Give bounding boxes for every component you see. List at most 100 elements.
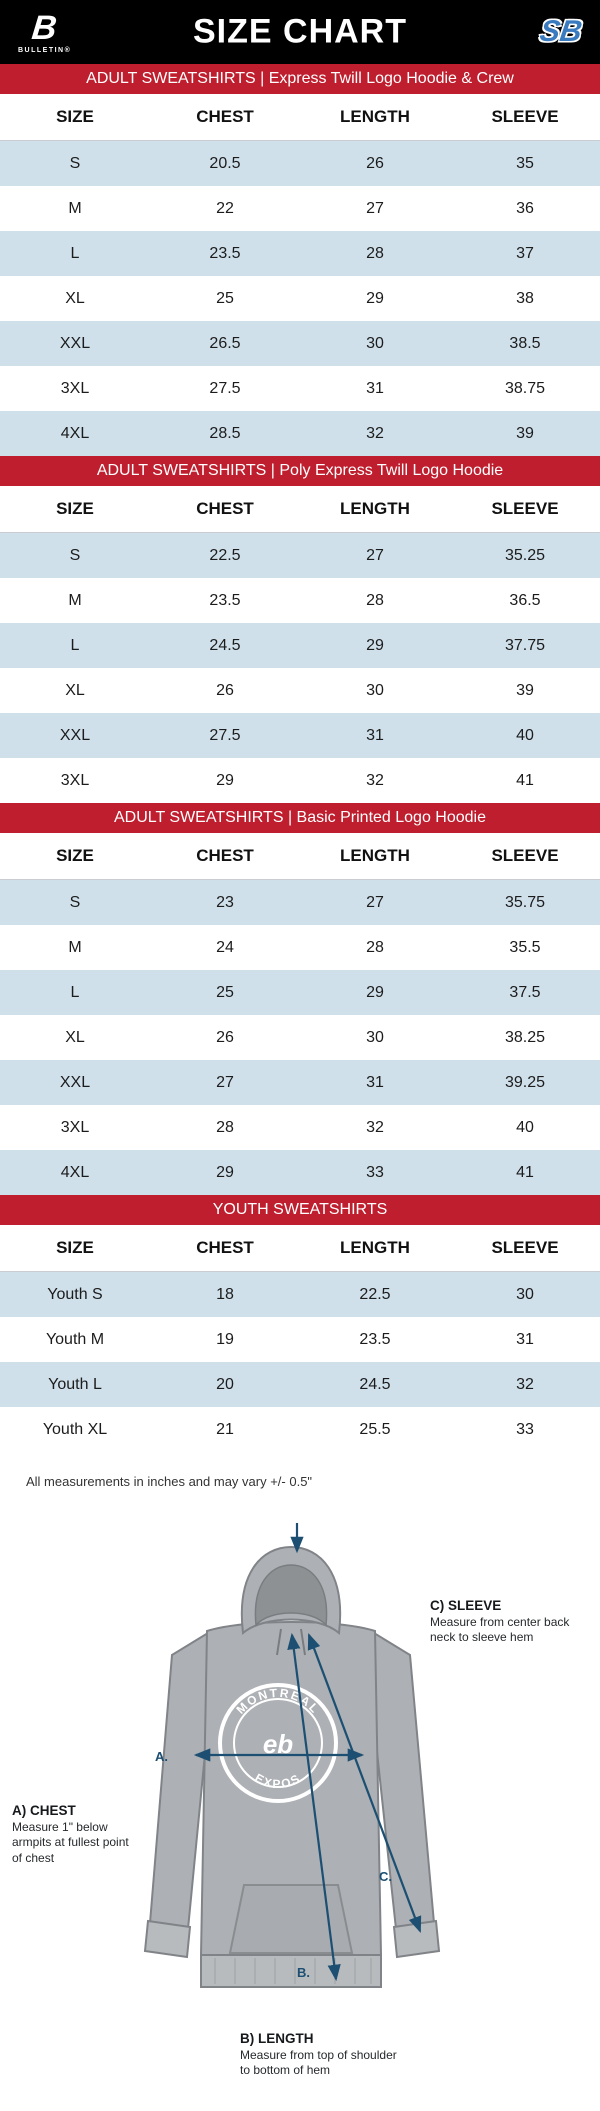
value-cell: 26 <box>216 1028 234 1046</box>
value-cell: 26 <box>366 154 384 172</box>
column-header-length: LENGTH <box>340 107 410 126</box>
size-table-section-poly-express-twill: ADULT SWEATSHIRTS | Poly Express Twill L… <box>0 456 600 803</box>
table-header-row: SIZE CHEST LENGTH SLEEVE <box>0 486 600 533</box>
table-row: 3XL 27.5 31 38.75 <box>0 366 600 411</box>
bulletin-logo: B BULLETIN® <box>18 8 71 54</box>
table-row: 4XL 29 33 41 <box>0 1150 600 1195</box>
size-cell: M <box>68 591 82 609</box>
size-cell: S <box>69 154 81 172</box>
size-cell: S <box>69 546 81 564</box>
table-row: XL 26 30 39 <box>0 668 600 713</box>
marker-a-label: A. <box>155 1749 168 1764</box>
column-header-size: SIZE <box>56 1238 94 1257</box>
table-header-row: SIZE CHEST LENGTH SLEEVE <box>0 94 600 141</box>
top-bar: B BULLETIN® SIZE CHART SB <box>0 0 600 64</box>
table-row: Youth XL 21 25.5 33 <box>0 1407 600 1452</box>
size-cell: L <box>70 983 80 1001</box>
column-header-chest: CHEST <box>196 499 254 518</box>
value-cell: 28 <box>366 591 384 609</box>
section-banner: YOUTH SWEATSHIRTS <box>0 1195 600 1225</box>
size-table-section-express-twill: ADULT SWEATSHIRTS | Express Twill Logo H… <box>0 64 600 456</box>
sleeve-instruction-label: C) SLEEVE <box>430 1598 502 1613</box>
size-cell: S <box>69 893 81 911</box>
value-cell: 28 <box>216 1118 234 1136</box>
value-cell: 30 <box>366 1028 384 1046</box>
value-cell: 32 <box>366 1118 384 1136</box>
value-cell: 22 <box>216 199 234 217</box>
size-cell: 3XL <box>60 379 90 397</box>
table-row: XXL 27 31 39.25 <box>0 1060 600 1105</box>
value-cell: 41 <box>516 1163 534 1181</box>
value-cell: 35.5 <box>509 938 541 956</box>
column-header-length: LENGTH <box>340 1238 410 1257</box>
value-cell: 35 <box>516 154 534 172</box>
hoodie-hem-band <box>200 1954 382 1988</box>
value-cell: 30 <box>366 334 384 352</box>
hoodie-hood-opening <box>254 1564 328 1627</box>
size-cell: XL <box>65 289 85 307</box>
size-cell: L <box>70 636 80 654</box>
column-header-sleeve: SLEEVE <box>491 846 559 865</box>
table-row: M 22 27 36 <box>0 186 600 231</box>
value-cell: 22.5 <box>359 1285 391 1303</box>
value-cell: 23.5 <box>209 244 241 262</box>
value-cell: 29 <box>216 771 234 789</box>
value-cell: 23 <box>216 893 234 911</box>
marker-b-label: B. <box>297 1965 310 1980</box>
page-title: SIZE CHART <box>193 12 407 51</box>
value-cell: 33 <box>366 1163 384 1181</box>
table-body: S 23 27 35.75 M 24 28 35.5 L 25 29 37.5 XL 26 30 38.25 X… <box>0 880 600 1195</box>
value-cell: 24.5 <box>209 636 241 654</box>
value-cell: 29 <box>366 636 384 654</box>
table-row: XXL 26.5 30 38.5 <box>0 321 600 366</box>
measurement-note: All measurements in inches and may vary … <box>26 1474 313 1489</box>
hoodie-right-cuff <box>392 1919 441 1959</box>
value-cell: 31 <box>366 1073 384 1091</box>
value-cell: 29 <box>216 1163 234 1181</box>
value-cell: 36 <box>516 199 534 217</box>
value-cell: 32 <box>366 771 384 789</box>
size-cell: M <box>68 938 82 956</box>
table-row: L 25 29 37.5 <box>0 970 600 1015</box>
hoodie-left-cuff <box>143 1919 192 1959</box>
size-cell: Youth XL <box>42 1420 108 1438</box>
table-row: XL 26 30 38.25 <box>0 1015 600 1060</box>
size-cell: 3XL <box>60 771 90 789</box>
column-header-chest: CHEST <box>196 107 254 126</box>
size-table-section-basic-printed: ADULT SWEATSHIRTS | Basic Printed Logo H… <box>0 803 600 1195</box>
column-header-sleeve: SLEEVE <box>491 107 559 126</box>
table-header-row: SIZE CHEST LENGTH SLEEVE <box>0 1225 600 1272</box>
length-instruction-desc: Measure from top of shoulder to bottom o… <box>240 2048 397 2078</box>
sb-logo-icon: SB <box>538 15 585 48</box>
value-cell: 38.25 <box>504 1028 546 1046</box>
marker-c-label: C. <box>379 1869 392 1884</box>
section-banner: ADULT SWEATSHIRTS | Basic Printed Logo H… <box>0 803 600 833</box>
section-banner: ADULT SWEATSHIRTS | Express Twill Logo H… <box>0 64 600 94</box>
chest-instruction-desc: Measure 1" below armpits at fullest poin… <box>12 1820 129 1865</box>
value-cell: 38.5 <box>509 334 541 352</box>
table-row: XXL 27.5 31 40 <box>0 713 600 758</box>
column-header-chest: CHEST <box>196 846 254 865</box>
chest-instruction-label: A) CHEST <box>12 1803 76 1818</box>
sleeve-arrow <box>307 1632 422 1934</box>
column-header-length: LENGTH <box>340 846 410 865</box>
value-cell: 38.75 <box>504 379 546 397</box>
bulletin-b-icon: B <box>30 8 59 47</box>
column-header-size: SIZE <box>56 846 94 865</box>
table-row: L 24.5 29 37.75 <box>0 623 600 668</box>
table-row: 3XL 29 32 41 <box>0 758 600 803</box>
value-cell: 31 <box>516 1330 534 1348</box>
section-banner: ADULT SWEATSHIRTS | Poly Express Twill L… <box>0 456 600 486</box>
value-cell: 25 <box>216 289 234 307</box>
column-header-sleeve: SLEEVE <box>491 499 559 518</box>
measurement-diagram: MONTREAL EXPOS eb A. B. C. C) SLEEVE Mea… <box>0 1503 600 2111</box>
chest-instruction: A) CHEST Measure 1" below armpits at ful… <box>12 1803 130 1866</box>
value-cell: 28 <box>366 244 384 262</box>
hoodie-diagram-graphic: MONTREAL EXPOS eb A. B. C. <box>143 1523 441 1988</box>
hoodie-pocket <box>228 1884 354 1954</box>
table-row: S 22.5 27 35.25 <box>0 533 600 578</box>
value-cell: 39 <box>516 424 534 442</box>
value-cell: 20.5 <box>209 154 241 172</box>
table-row: Youth M 19 23.5 31 <box>0 1317 600 1362</box>
value-cell: 29 <box>366 983 384 1001</box>
